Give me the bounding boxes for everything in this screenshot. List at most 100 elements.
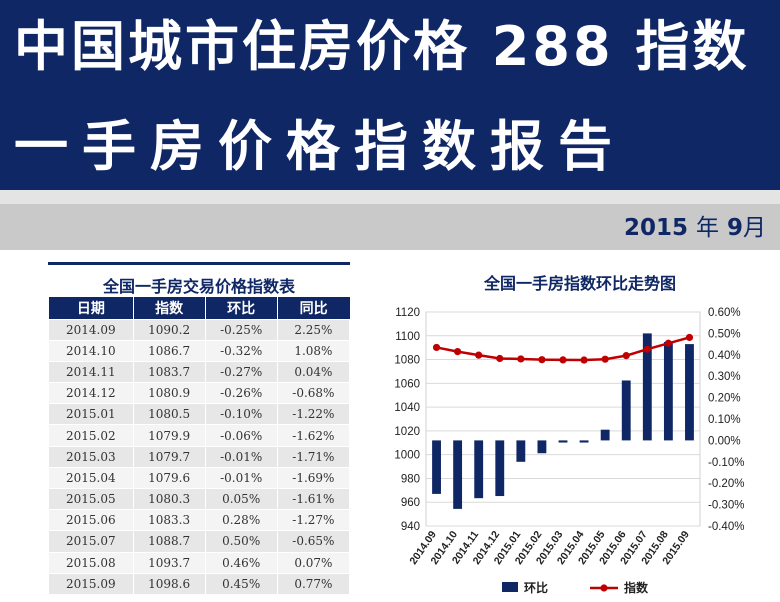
legend-mom-label: 环比 xyxy=(524,580,548,595)
column-header-date: 日期 xyxy=(48,297,134,319)
legend-index-label: 指数 xyxy=(624,580,649,595)
mom-bar xyxy=(495,440,505,497)
mom-bar xyxy=(516,440,526,462)
right-axis-tick-label: -0.30% xyxy=(708,500,744,512)
cell-date: 2015.07 xyxy=(48,530,134,553)
cell-date: 2015.04 xyxy=(48,466,134,490)
table-row: 2014.10 1086.7 -0.32% 1.08% xyxy=(48,339,351,362)
cell-yoy: 1.08% xyxy=(276,339,351,362)
column-header-yoy: 同比 xyxy=(276,297,350,319)
mom-bar xyxy=(537,440,547,454)
cell-yoy: -1.27% xyxy=(276,509,351,532)
right-axis-tick-label: -0.20% xyxy=(708,478,744,490)
right-axis-tick-label: 0.50% xyxy=(708,328,741,340)
table-row: 2015.07 1088.7 0.50% -0.65% xyxy=(48,530,351,553)
index-point xyxy=(664,339,672,347)
cell-index: 1088.7 xyxy=(132,530,206,553)
report-year: 2015 xyxy=(623,215,688,241)
index-point xyxy=(432,343,441,352)
cell-mom: 0.28% xyxy=(204,509,278,532)
mom-bar xyxy=(600,429,610,441)
cell-date: 2015.01 xyxy=(48,403,134,426)
mom-bar xyxy=(663,341,673,441)
report-year-unit: 年 xyxy=(695,215,719,241)
cell-index: 1079.7 xyxy=(132,445,206,468)
chart-title: 全国一手房指数环比走势图 xyxy=(483,274,676,293)
table-row: 2014.12 1080.9 -0.26% -0.68% xyxy=(48,382,351,405)
index-point xyxy=(685,333,694,342)
left-axis-tick-label: 1100 xyxy=(395,331,420,343)
cell-index: 1083.3 xyxy=(132,509,206,532)
table-row: 2015.06 1083.3 0.28% -1.27% xyxy=(48,509,351,532)
index-point xyxy=(454,347,462,356)
table-header-row: 日期 指数 环比 同比 xyxy=(48,297,350,319)
cell-index: 1079.9 xyxy=(132,424,206,447)
cell-mom: -0.32% xyxy=(204,339,278,362)
mom-bar xyxy=(432,440,441,494)
cell-mom: -0.01% xyxy=(204,466,278,490)
index-point xyxy=(580,356,588,364)
cell-mom: 0.45% xyxy=(204,572,278,595)
date-bar: 2015 年 9月 xyxy=(0,190,780,250)
left-axis-tick-label: 1000 xyxy=(394,450,420,462)
cell-index: 1090.2 xyxy=(132,318,206,341)
table-row: 2014.11 1083.7 -0.27% 0.04% xyxy=(48,360,351,384)
table-row: 2015.01 1080.5 -0.10% -1.22% xyxy=(48,403,351,426)
report-month-unit: 月 xyxy=(743,215,766,241)
date-bar-strip xyxy=(0,190,780,204)
price-index-table: 日期 指数 环比 同比 2014.09 1090.2 -0.25% 2.25% 2014… xyxy=(48,297,351,595)
column-header-mom: 环比 xyxy=(204,297,278,319)
left-axis-tick-label: 1060 xyxy=(394,378,420,390)
table-row: 2015.09 1098.6 0.45% 0.77% xyxy=(48,572,351,595)
column-header-index: 指数 xyxy=(132,297,206,319)
right-axis-tick-label: 0.10% xyxy=(708,414,741,426)
cell-date: 2014.11 xyxy=(48,360,134,384)
cell-yoy: -1.22% xyxy=(276,403,351,426)
cell-date: 2015.09 xyxy=(48,572,134,595)
cell-date: 2014.10 xyxy=(48,339,134,362)
report-title-line2: 一手房价格指数报告 xyxy=(14,115,626,178)
report-title-line1: 中国城市住房价格 288 指数 xyxy=(14,15,750,78)
table-row: 2015.05 1080.3 0.05% -1.61% xyxy=(48,487,351,511)
left-axis-tick-label: 980 xyxy=(401,473,420,485)
legend-index-swatch-dot xyxy=(600,584,608,592)
index-point xyxy=(538,356,546,364)
cell-index: 1098.6 xyxy=(132,572,206,595)
cell-date: 2015.06 xyxy=(48,509,134,532)
cell-mom: -0.25% xyxy=(204,318,278,341)
cell-index: 1080.5 xyxy=(132,403,206,426)
table-row: 2014.09 1090.2 -0.25% 2.25% xyxy=(48,318,351,341)
table-row: 2015.02 1079.9 -0.06% -1.62% xyxy=(48,424,351,447)
right-axis-tick-label: 0.40% xyxy=(708,350,741,362)
left-axis-tick-label: 1040 xyxy=(394,402,420,414)
legend-mom-swatch xyxy=(502,582,518,592)
mom-bar xyxy=(642,333,652,441)
cell-mom: -0.01% xyxy=(204,445,278,468)
right-axis-tick-label: 0.30% xyxy=(708,371,741,383)
index-point xyxy=(643,345,651,353)
mom-bar xyxy=(685,344,694,441)
report-date: 2015 年 9月 xyxy=(624,208,766,242)
cell-mom: 0.46% xyxy=(204,551,278,574)
left-axis-tick-label: 1020 xyxy=(394,426,420,438)
cell-yoy: -1.69% xyxy=(276,466,351,490)
cell-mom: -0.10% xyxy=(204,403,278,426)
table-row: 2015.03 1079.7 -0.01% -1.71% xyxy=(48,445,351,468)
cell-date: 2015.08 xyxy=(48,551,134,574)
mom-bar xyxy=(621,380,631,441)
cell-yoy: 0.07% xyxy=(276,551,351,574)
cell-index: 1080.9 xyxy=(132,382,206,405)
cell-date: 2014.09 xyxy=(48,318,134,341)
table-row: 2015.08 1093.7 0.46% 0.07% xyxy=(48,551,351,574)
cell-yoy: -0.68% xyxy=(276,382,351,405)
mom-bar xyxy=(474,440,484,499)
mom-bar xyxy=(453,440,463,509)
table-title: 全国一手房交易价格指数表 xyxy=(48,262,350,297)
left-axis-tick-label: 1120 xyxy=(395,307,420,319)
cell-yoy: 2.25% xyxy=(276,318,351,341)
cell-mom: 0.05% xyxy=(204,487,278,511)
cell-mom: -0.27% xyxy=(204,360,278,384)
cell-yoy: -0.65% xyxy=(276,530,351,553)
report-month: 9 xyxy=(726,215,743,241)
cell-mom: 0.50% xyxy=(204,530,278,553)
